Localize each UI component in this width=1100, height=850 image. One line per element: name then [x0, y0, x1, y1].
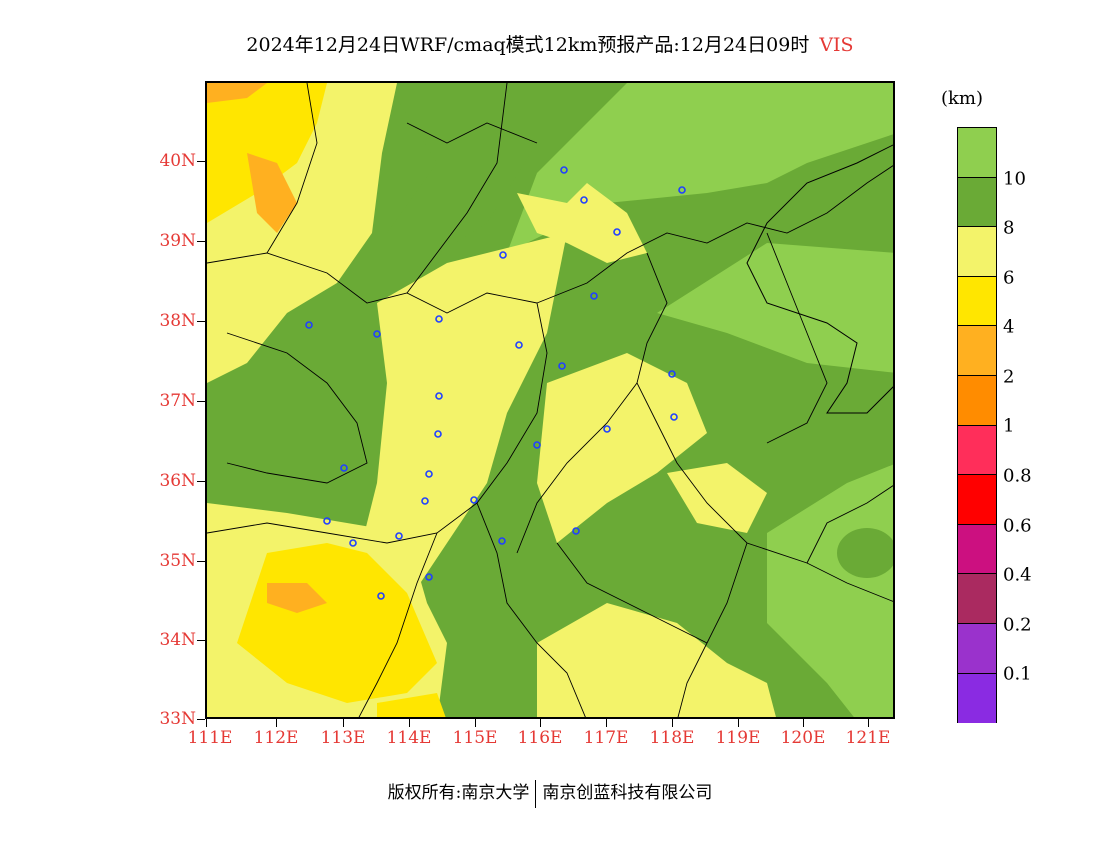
colorbar-segment [958, 574, 996, 624]
lon-tick [276, 719, 277, 727]
visibility-field-6 [537, 353, 707, 543]
footer: 版权所有:南京大学 南京创蓝科技有限公司 [0, 778, 1100, 808]
colorbar-label: 0.4 [1003, 564, 1032, 586]
lat-tick [197, 640, 205, 641]
lon-label: 111E [187, 728, 233, 748]
colorbar-label: 0.8 [1003, 465, 1032, 487]
visibility-field-8 [837, 528, 893, 578]
lat-tick [197, 719, 205, 720]
visibility-field-10 [507, 83, 893, 253]
visibility-field-8 [387, 83, 547, 273]
lon-tick [672, 719, 673, 727]
colorbar-segment [958, 326, 996, 376]
lat-label: 39N [159, 231, 196, 251]
visibility-field-4 [207, 83, 327, 223]
lon-tick [803, 719, 804, 727]
lon-label: 114E [386, 728, 432, 748]
visibility-field-10 [767, 464, 893, 717]
lat-tick [197, 401, 205, 402]
lon-label: 121E [845, 728, 891, 748]
colorbar-segment [958, 673, 996, 724]
chart-title: 2024年12月24日WRF/cmaq模式12km预报产品:12月24日09时 V… [0, 30, 1100, 57]
lon-label: 116E [517, 728, 563, 748]
colorbar-label: 10 [1003, 168, 1026, 190]
colorbar-label: 6 [1003, 267, 1015, 289]
visibility-map [207, 83, 893, 717]
lat-tick [197, 561, 205, 562]
lon-tick [409, 719, 410, 727]
lon-label: 112E [253, 728, 299, 748]
footer-separator [535, 779, 537, 808]
colorbar-segment [958, 375, 996, 426]
visibility-field-10 [657, 243, 893, 373]
colorbar-segment [958, 425, 996, 476]
visibility-field-6 [537, 603, 776, 717]
lon-tick [540, 719, 541, 727]
copyright-text: 版权所有:南京大学 [387, 783, 530, 803]
lon-label: 118E [649, 728, 695, 748]
lat-tick [197, 241, 205, 242]
lat-label: 34N [159, 630, 196, 650]
colorbar-segment [958, 177, 996, 228]
colorbar-label: 1 [1003, 415, 1015, 437]
colorbar-label: 0.1 [1003, 663, 1032, 685]
visibility-field-2 [207, 83, 267, 103]
company-text: 南京创蓝科技有限公司 [542, 783, 713, 803]
lon-tick [343, 719, 344, 727]
lat-tick [197, 481, 205, 482]
colorbar-label: 0.6 [1003, 515, 1032, 537]
lon-tick [475, 719, 476, 727]
lon-label: 119E [715, 728, 761, 748]
colorbar-segment [958, 524, 996, 575]
lon-label: 115E [452, 728, 498, 748]
colorbar [957, 127, 997, 724]
lon-label: 113E [320, 728, 366, 748]
visibility-field-2 [267, 583, 327, 613]
colorbar-label: 8 [1003, 217, 1015, 239]
title-main: 2024年12月24日WRF/cmaq模式12km预报产品:12月24日09时 [246, 34, 810, 56]
lon-label: 120E [780, 728, 826, 748]
lat-label: 40N [159, 151, 196, 171]
visibility-field-6 [357, 233, 567, 643]
lat-label: 35N [159, 551, 196, 571]
colorbar-label: 0.2 [1003, 614, 1032, 636]
visibility-field-4 [377, 693, 446, 717]
lat-label: 36N [159, 471, 196, 491]
lon-tick [206, 719, 207, 727]
coastline [746, 144, 893, 414]
lat-tick [197, 321, 205, 322]
visibility-field-6 [667, 463, 767, 533]
city-markers [305, 166, 686, 600]
lon-tick [738, 719, 739, 727]
lat-tick [197, 161, 205, 162]
map-panel [205, 81, 895, 719]
lon-tick [606, 719, 607, 727]
colorbar-label: 2 [1003, 366, 1015, 388]
lat-label: 37N [159, 391, 196, 411]
colorbar-segment [958, 128, 996, 178]
colorbar-segment [958, 475, 996, 525]
colorbar-segment [958, 227, 996, 277]
colorbar-segment [958, 276, 996, 327]
colorbar-segment [958, 623, 996, 674]
province-boundaries [207, 83, 893, 717]
lon-label: 117E [583, 728, 629, 748]
colorbar-label: 4 [1003, 316, 1015, 338]
colorbar-unit: (km) [941, 88, 984, 109]
lon-tick [868, 719, 869, 727]
visibility-field-6 [517, 183, 647, 263]
visibility-field-2 [247, 153, 297, 233]
lat-label: 38N [159, 311, 196, 331]
lat-label: 33N [159, 709, 196, 729]
title-variable: VIS [819, 34, 854, 56]
